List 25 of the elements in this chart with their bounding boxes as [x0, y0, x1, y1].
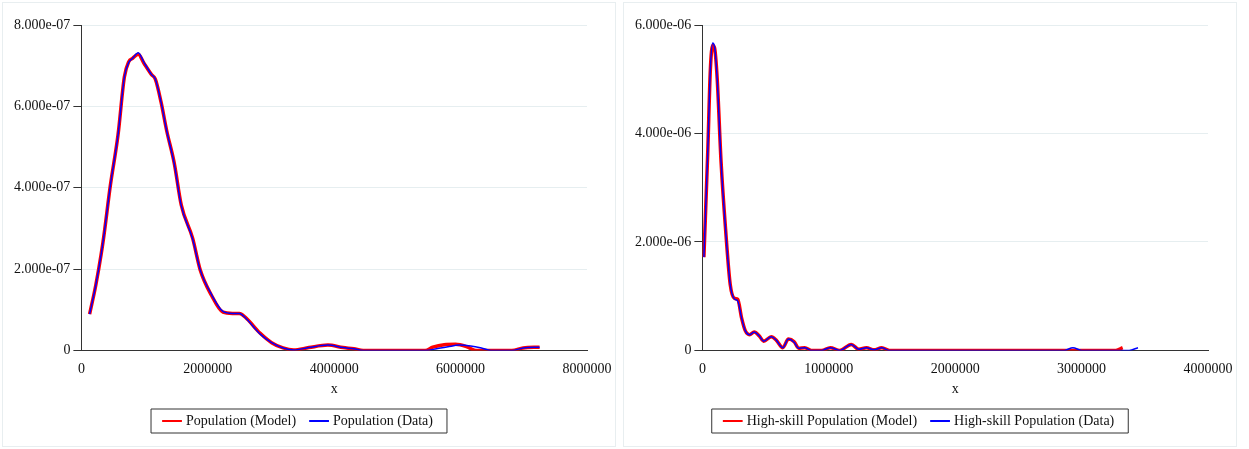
legend-label: High-skill Population (Model) — [746, 412, 918, 429]
x-tick-label: 2000000 — [183, 361, 233, 377]
y-tick-label: 2.000e-07 — [13, 260, 71, 276]
x-axis-title: x — [330, 381, 338, 397]
legend-label: Population (Data) — [333, 412, 434, 429]
legend-label: High-skill Population (Data) — [954, 412, 1115, 429]
x-tick-label: 3000000 — [1057, 361, 1107, 377]
y-tick-label: 0 — [63, 342, 71, 358]
x-axis-title: x — [951, 381, 959, 397]
legend-label: Population (Model) — [186, 412, 297, 429]
x-tick-label: 4000000 — [1183, 361, 1233, 377]
y-tick-label: 8.000e-07 — [13, 16, 71, 32]
y-tick-label: 4.000e-07 — [13, 179, 71, 195]
y-tick-label: 0 — [684, 342, 692, 358]
x-tick-label: 6000000 — [436, 361, 486, 377]
x-tick-label: 8000000 — [562, 361, 612, 377]
y-tick-label: 2.000e-06 — [634, 233, 692, 249]
y-tick-label: 4.000e-06 — [634, 125, 692, 141]
x-tick-label: 2000000 — [930, 361, 980, 377]
y-tick-label: 6.000e-07 — [13, 98, 71, 114]
x-tick-label: 0 — [698, 361, 706, 377]
x-tick-label: 1000000 — [804, 361, 854, 377]
x-tick-label: 4000000 — [309, 361, 359, 377]
y-tick-label: 6.000e-06 — [634, 16, 692, 32]
x-tick-label: 0 — [77, 361, 85, 377]
